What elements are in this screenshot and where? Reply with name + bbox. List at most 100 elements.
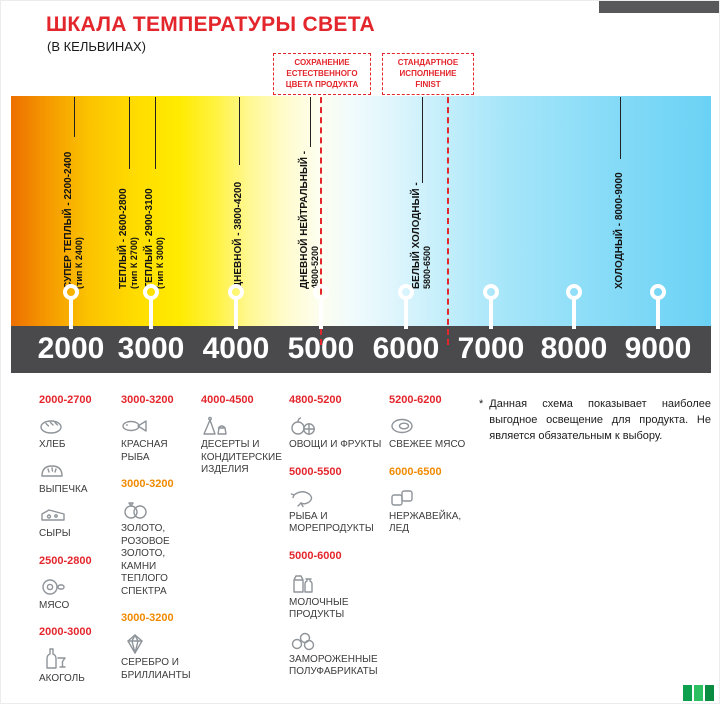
product-item: МОЛОЧНЫЕ ПРОДУКТЫ — [289, 571, 389, 622]
scale-marker-stem — [404, 299, 408, 329]
scale-marker — [143, 284, 159, 300]
gold-icon — [121, 499, 197, 521]
product-range: 3000-3200 — [121, 612, 174, 624]
seafood-icon — [289, 487, 389, 509]
product-label: ЗАМОРОЖЕННЫЕ ПОЛУФАБРИКАТЫ — [289, 653, 378, 678]
product-item: СВЕЖЕЕ МЯСО — [389, 415, 475, 452]
zone-label-super-warm: СУПЕР ТЕПЛЫЙ - 2200-2400 (тип К 2400) — [63, 151, 84, 289]
scale-marker-stem — [656, 299, 660, 329]
product-range: 5000-5500 — [289, 465, 342, 478]
zone-tick-line — [74, 97, 75, 137]
scale-marker-stem — [69, 299, 73, 329]
product-range: 4800-5200 — [289, 394, 342, 406]
ice-icon — [389, 487, 475, 509]
product-item: ЗОЛОТО, РОЗОВОЕ ЗОЛОТО, КАМНИ ТЕПЛОГО СП… — [121, 499, 197, 598]
kelvin-tick: 9000 — [624, 332, 692, 365]
product-label: ЗОЛОТО, РОЗОВОЕ ЗОЛОТО, КАМНИ ТЕПЛОГО СП… — [121, 523, 170, 597]
product-label: СЕРЕБРО И БРИЛЛИАНТЫ — [121, 657, 191, 681]
product-item: СЕРЕБРО И БРИЛЛИАНТЫ — [121, 633, 197, 682]
product-label: СВЕЖЕЕ МЯСО — [389, 439, 466, 450]
product-range: 2000-2700 — [39, 394, 92, 406]
diamond-icon — [121, 633, 197, 655]
product-item: ЗАМОРОЖЕННЫЕ ПОЛУФАБРИКАТЫ — [289, 630, 389, 679]
zone-label-warm-3000: ТЕПЛЫЙ - 2900-3100 (тип К 3000) — [144, 188, 165, 289]
guide-line-6500k — [447, 87, 449, 345]
footnote-star: * — [479, 398, 484, 410]
product-label: ХЛЕБ — [39, 439, 66, 450]
product-label: АКОГОЛЬ — [39, 673, 85, 684]
product-range: 3000-3200 — [121, 478, 174, 490]
product-label: СЫРЫ — [39, 528, 71, 539]
kelvin-tick: 8000 — [540, 332, 608, 365]
product-range: 6000-6500 — [389, 465, 442, 478]
guide-line-5000k — [320, 87, 322, 345]
kelvin-tick: 4000 — [202, 332, 270, 365]
product-item: МЯСО — [39, 576, 111, 613]
zone-label-daylight: ДНЕВНОЙ - 3800-4200 — [233, 181, 244, 289]
fresh-meat-icon — [389, 415, 475, 437]
bread-icon — [39, 415, 111, 437]
callout-standard-finist: СТАНДАРТНОЕ ИСПОЛНЕНИЕ FINIST — [382, 53, 474, 96]
product-item: ОВОЩИ И ФРУКТЫ — [289, 415, 389, 452]
product-column: 5200-6200 СВЕЖЕЕ МЯСО 6000-6500 НЕРЖАВЕЙ… — [389, 394, 475, 536]
scale-marker-stem — [319, 299, 323, 329]
frozen-icon — [289, 630, 389, 652]
product-column: 4000-4500 ДЕСЕРТЫ И КОНДИТЕРСКИЕ ИЗДЕЛИЯ — [201, 394, 287, 477]
zone-label-cold: ХОЛОДНЫЙ - 8000-9000 — [614, 172, 625, 289]
scale-marker-stem — [234, 299, 238, 329]
alcohol-icon — [39, 647, 111, 671]
scale-marker — [650, 284, 666, 300]
zone-tick-line — [620, 97, 621, 159]
zone-label-warm-2700: ТЕПЛЫЙ - 2600-2800 (тип К 2700) — [118, 188, 139, 289]
product-item: КРАСНАЯ РЫБА — [121, 415, 197, 464]
temperature-gradient-bar — [11, 96, 711, 326]
kelvin-axis: 2000 3000 4000 5000 6000 7000 8000 9000 — [11, 326, 711, 373]
product-label: КРАСНАЯ РЫБА — [121, 439, 168, 463]
product-range: 2500-2800 — [39, 554, 92, 567]
product-label: МЯСО — [39, 599, 70, 611]
footnote-text: Данная схема показывает наиболее выгодно… — [489, 398, 711, 442]
zone-label-daylight-neutral: ДНЕВНОЙ НЕЙТРАЛЬНЫЙ -4800-5200 — [299, 150, 320, 289]
brand-watermark — [683, 685, 714, 701]
product-range: 2000-3000 — [39, 626, 92, 638]
kelvin-tick: 7000 — [457, 332, 525, 365]
product-item: РЫБА И МОРЕПРОДУКТЫ — [289, 487, 389, 536]
product-label: РЫБА И МОРЕПРОДУКТЫ — [289, 510, 374, 535]
cheese-icon — [39, 504, 111, 526]
page-title: ШКАЛА ТЕМПЕРАТУРЫ СВЕТА — [46, 13, 375, 36]
scale-marker — [63, 284, 79, 300]
product-item: СЫРЫ — [39, 504, 111, 541]
zone-tick-line — [155, 97, 156, 169]
fish-icon — [121, 415, 197, 437]
product-label: НЕРЖАВЕЙКА, ЛЕД — [389, 510, 462, 535]
zone-label-cool-white: БЕЛЫЙ ХОЛОДНЫЙ -5800-6500 — [411, 182, 432, 289]
zone-tick-line — [129, 97, 130, 169]
product-label: ДЕСЕРТЫ И КОНДИТЕРСКИЕ ИЗДЕЛИЯ — [201, 439, 282, 475]
product-range: 5200-6200 — [389, 394, 442, 406]
scale-marker — [228, 284, 244, 300]
product-column: 2000-2700 ХЛЕБ ВЫПЕЧКА СЫРЫ 2500-2800 МЯ… — [39, 394, 111, 686]
fruits-icon — [289, 415, 389, 437]
scale-marker-stem — [149, 299, 153, 329]
footnote: * Данная схема показывает наиболее выгод… — [479, 397, 711, 445]
product-item: АКОГОЛЬ — [39, 647, 111, 686]
product-label: ВЫПЕЧКА — [39, 483, 88, 495]
kelvin-tick: 3000 — [117, 332, 185, 365]
scale-marker-stem — [489, 299, 493, 329]
scale-marker-stem — [572, 299, 576, 329]
product-label: МОЛОЧНЫЕ ПРОДУКТЫ — [289, 596, 349, 621]
meat-icon — [39, 576, 111, 598]
kelvin-tick: 2000 — [37, 332, 105, 365]
product-column: 4800-5200 ОВОЩИ И ФРУКТЫ 5000-5500 РЫБА … — [289, 394, 389, 679]
product-column: 3000-3200 КРАСНАЯ РЫБА 3000-3200 ЗОЛОТО,… — [121, 394, 197, 682]
zone-tick-line — [310, 97, 311, 147]
scale-marker — [566, 284, 582, 300]
dessert-icon — [201, 415, 287, 437]
pastry-icon — [39, 460, 111, 482]
scale-marker — [313, 284, 329, 300]
page-subtitle: (В КЕЛЬВИНАХ) — [47, 39, 146, 54]
product-item: ВЫПЕЧКА — [39, 460, 111, 497]
product-item: ДЕСЕРТЫ И КОНДИТЕРСКИЕ ИЗДЕЛИЯ — [201, 415, 287, 477]
dairy-icon — [289, 571, 389, 595]
